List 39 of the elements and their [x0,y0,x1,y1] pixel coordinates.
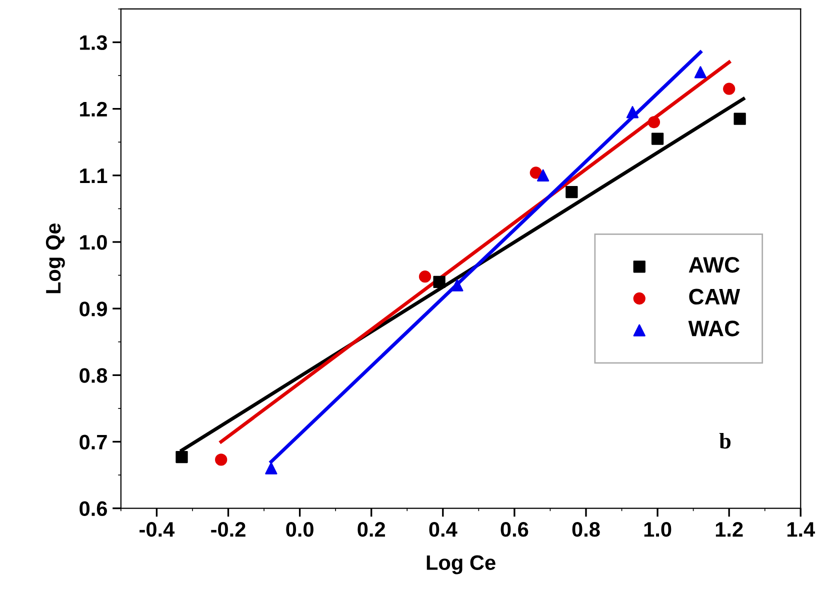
y-tick-label: 1.1 [80,168,108,183]
point [418,270,432,283]
point [433,276,446,288]
point [648,116,660,128]
y-tick-label: 1.3 [80,35,107,50]
legend-label: WAC [688,320,740,336]
x-axis-title: Log Ce [426,555,496,574]
point [694,66,707,78]
point [265,462,278,474]
point [734,112,746,125]
x-tick-label: -0.2 [211,522,246,537]
annotation: b [719,432,731,449]
y-tick-label: 1.2 [80,102,107,116]
x-tick-label: 0.6 [500,522,528,537]
point [536,169,550,182]
point [723,82,736,95]
point [530,166,542,179]
point [451,279,464,292]
x-tick-label: 0.4 [429,522,458,537]
point [215,454,228,466]
x-tick-label: 1.2 [716,522,743,537]
y-axis-title: Log Qe [46,223,65,294]
point [566,186,578,198]
y-tick-label: 0.9 [80,302,107,316]
legend-label: AWC [688,256,740,273]
y-tick-label: 0.6 [80,501,107,516]
x-tick-label: 0.0 [286,522,314,537]
point [176,450,188,464]
y-tick-label: 1.0 [80,234,107,250]
y-tick-label: 0.8 [80,368,108,383]
y-tick-label: 0.7 [80,434,107,450]
x-tick-label: 1.0 [644,522,672,537]
x-tick-label: 1.4 [787,522,816,537]
legend-label: CAW [689,288,740,305]
point [626,106,639,118]
x-tick-label: 0.8 [572,522,600,537]
x-tick-label: 0.2 [358,522,385,537]
x-tick-label: -0.4 [140,522,175,537]
point [651,132,664,145]
